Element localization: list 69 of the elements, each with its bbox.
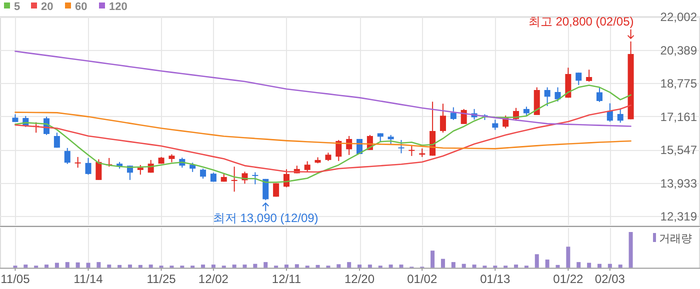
bar (54, 262, 59, 268)
bar (201, 264, 206, 268)
bar (347, 262, 352, 268)
line-series (14, 50, 632, 127)
bar (211, 264, 216, 268)
bar (576, 262, 581, 268)
bar (608, 264, 612, 268)
annotation: 최저 13,090 (12/09) (212, 211, 318, 226)
bar (264, 262, 268, 268)
bar (253, 264, 258, 268)
y-tick-label: 22,002 (660, 10, 698, 24)
bar (65, 262, 70, 268)
x-tick-label: 02/03 (594, 272, 626, 286)
bar (534, 254, 539, 268)
bar (24, 264, 28, 268)
x-tick-label: 12/11 (272, 272, 302, 286)
bar (618, 264, 622, 268)
y-tick-label: 20,389 (660, 43, 698, 58)
annotation: 최고 20,800 (02/05) (528, 14, 634, 28)
bar (368, 264, 372, 268)
bar (336, 264, 341, 268)
bar (242, 264, 247, 268)
bar (44, 264, 49, 268)
bar (96, 262, 101, 268)
bar (628, 232, 633, 268)
bar (597, 264, 602, 268)
bar (430, 250, 435, 268)
bar (358, 264, 362, 268)
legend-label: 거래량 (659, 233, 692, 245)
legend-label: 5 (14, 1, 20, 13)
x-tick-label: 01/22 (553, 272, 584, 286)
bar (284, 264, 288, 268)
bar (118, 264, 122, 268)
y-tick-label: 15,547 (660, 143, 698, 158)
x-tick-label: 01/13 (480, 272, 510, 286)
legend-label: 120 (109, 1, 128, 13)
bar (316, 264, 320, 268)
bar (138, 264, 142, 268)
y-tick-label: 13,933 (660, 176, 698, 190)
y-tick-label: 18,775 (660, 76, 698, 91)
bar (107, 264, 112, 268)
bar (556, 264, 560, 268)
bar (451, 262, 456, 268)
legend-label: 60 (75, 1, 88, 13)
bar (545, 260, 550, 268)
bar (472, 264, 476, 268)
x-tick-label: 12/20 (344, 272, 375, 286)
bar (399, 264, 404, 268)
bar (128, 264, 132, 268)
bar (76, 262, 80, 268)
bar (587, 262, 592, 268)
x-tick-label: 12/02 (198, 272, 229, 286)
bar (232, 264, 236, 268)
bar (462, 264, 466, 268)
legend-label: 20 (41, 1, 54, 13)
line-series (14, 104, 632, 173)
bar (566, 246, 570, 268)
x-tick-label: 11/05 (0, 272, 30, 286)
bar (294, 264, 299, 268)
bar (388, 264, 393, 268)
x-tick-label: 11/25 (146, 272, 176, 286)
y-tick-label: 12,319 (660, 209, 698, 224)
x-tick-label: 11/14 (74, 272, 104, 286)
y-tick-label: 17,161 (660, 110, 698, 124)
bar (514, 264, 518, 268)
bar (440, 258, 445, 268)
bar (86, 262, 90, 268)
x-tick-label: 01/02 (407, 272, 438, 286)
bar (148, 264, 153, 268)
